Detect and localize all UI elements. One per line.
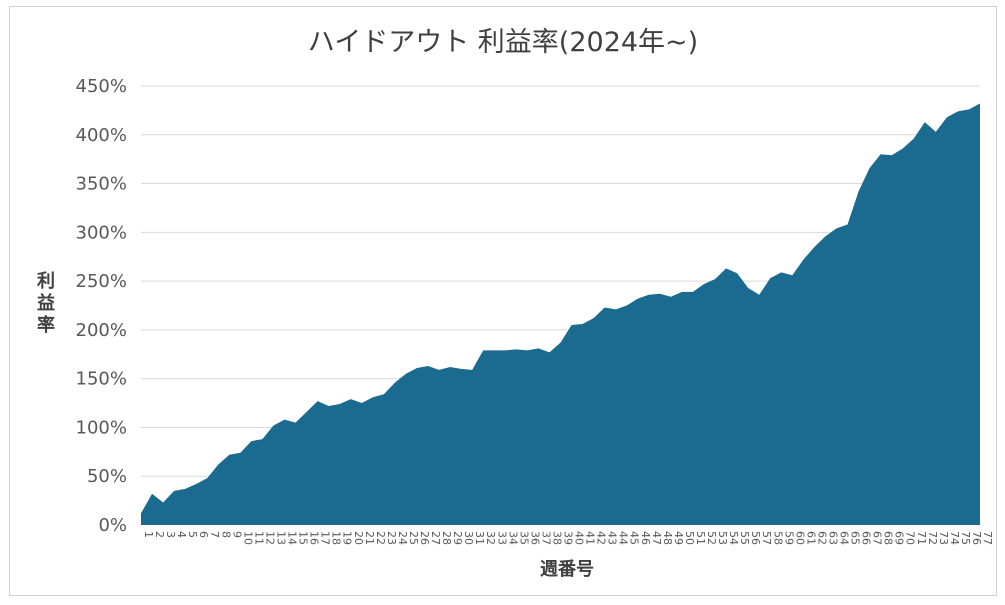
x-tick-label: 13	[274, 531, 287, 545]
y-tick-label: 200%	[76, 320, 127, 341]
x-tick-label: 38	[550, 531, 563, 545]
x-tick-label: 52	[705, 531, 718, 545]
area-chart: ハイドアウト 利益率(2024年~) 0%50%100%150%200%250%…	[37, 27, 994, 580]
x-tick-label: 3	[164, 531, 177, 538]
x-tick-label: 21	[363, 531, 376, 545]
x-tick-label: 32	[484, 531, 497, 545]
x-tick-label: 48	[661, 531, 674, 545]
x-tick-label: 10	[241, 531, 254, 545]
x-tick-label: 74	[948, 531, 961, 545]
x-tick-label: 31	[473, 531, 486, 545]
x-tick-label: 44	[617, 531, 630, 545]
x-tick-label: 73	[937, 531, 950, 545]
x-tick-label: 51	[694, 531, 707, 545]
x-tick-label: 4	[175, 531, 188, 538]
y-tick-label: 150%	[76, 369, 127, 390]
x-tick-label: 53	[716, 531, 729, 545]
x-tick-label: 29	[451, 531, 464, 545]
x-tick-label: 27	[429, 531, 442, 545]
x-tick-label: 47	[650, 531, 663, 545]
y-tick-label: 0%	[98, 515, 127, 536]
x-tick-label: 61	[804, 531, 817, 545]
x-tick-label: 23	[385, 531, 398, 545]
x-tick-label: 67	[871, 531, 884, 545]
x-tick-label: 19	[341, 531, 354, 545]
x-tick-label: 1	[142, 531, 155, 538]
x-tick-label: 2	[153, 531, 166, 538]
x-tick-label: 55	[738, 531, 751, 545]
x-tick-label: 62	[815, 531, 828, 545]
x-tick-label: 36	[528, 531, 541, 545]
x-tick-label: 56	[749, 531, 762, 545]
x-axis-label: 週番号	[540, 559, 594, 580]
x-tick-label: 66	[860, 531, 873, 545]
x-tick-label: 6	[197, 531, 210, 538]
y-tick-label: 50%	[87, 466, 127, 487]
x-tick-label: 63	[826, 531, 839, 545]
y-axis-ticks: 0% 50% 100% 150% 200% 250% 300% 350% 400% 450%	[76, 76, 127, 536]
x-tick-label: 70	[904, 531, 917, 545]
area-series	[141, 103, 980, 525]
x-tick-label: 59	[782, 531, 795, 545]
x-tick-label: 77	[981, 531, 994, 545]
x-tick-label: 49	[672, 531, 685, 545]
x-tick-label: 40	[573, 531, 586, 545]
x-tick-label: 34	[506, 531, 519, 545]
x-tick-label: 17	[319, 531, 332, 545]
x-tick-label: 26	[418, 531, 431, 545]
series-area	[141, 103, 980, 525]
x-tick-label: 60	[793, 531, 806, 545]
x-tick-label: 15	[297, 531, 310, 545]
x-tick-label: 39	[562, 531, 575, 545]
x-tick-label: 69	[893, 531, 906, 545]
x-tick-label: 71	[915, 531, 928, 545]
chart-title: ハイドアウト 利益率(2024年~)	[308, 27, 698, 58]
y-tick-label: 350%	[76, 174, 127, 195]
x-tick-label: 45	[628, 531, 641, 545]
x-tick-label: 9	[230, 531, 243, 538]
x-tick-label: 16	[308, 531, 321, 545]
x-tick-label: 75	[959, 531, 972, 545]
x-tick-label: 30	[462, 531, 475, 545]
x-tick-label: 22	[374, 531, 387, 545]
x-tick-label: 28	[440, 531, 453, 545]
x-tick-label: 42	[595, 531, 608, 545]
y-axis-label: 利益率	[37, 270, 55, 336]
x-tick-label: 54	[727, 531, 740, 545]
x-tick-label: 37	[539, 531, 552, 545]
x-tick-label: 46	[639, 531, 652, 545]
x-tick-label: 58	[771, 531, 784, 545]
x-tick-label: 14	[286, 531, 299, 545]
y-tick-label: 300%	[76, 222, 127, 243]
x-tick-label: 25	[407, 531, 420, 545]
y-tick-label: 400%	[76, 125, 127, 146]
x-tick-label: 41	[584, 531, 597, 545]
x-tick-label: 68	[882, 531, 895, 545]
x-tick-label: 76	[970, 531, 983, 545]
x-tick-label: 64	[837, 531, 850, 545]
chart-frame: ハイドアウト 利益率(2024年~) 0% 50% 100% 150% 200% 250%…	[9, 6, 997, 596]
x-tick-label: 5	[186, 531, 199, 538]
x-tick-label: 20	[352, 531, 365, 545]
x-tick-label: 18	[330, 531, 343, 545]
y-tick-label: 450%	[76, 76, 127, 97]
x-tick-label: 65	[849, 531, 862, 545]
x-tick-label: 57	[760, 531, 773, 545]
x-tick-label: 8	[219, 531, 232, 538]
x-tick-label: 11	[252, 531, 265, 545]
x-tick-label: 12	[263, 531, 276, 545]
x-tick-label: 35	[517, 531, 530, 545]
x-tick-label: 50	[683, 531, 696, 545]
x-tick-label: 72	[926, 531, 939, 545]
x-tick-label: 7	[208, 531, 221, 538]
x-axis-ticks: 1234567891011121314151617181920212223242…	[142, 531, 994, 545]
x-tick-label: 43	[606, 531, 619, 545]
x-tick-label: 24	[396, 531, 409, 545]
x-tick-label: 33	[495, 531, 508, 545]
y-tick-label: 250%	[76, 271, 127, 292]
y-tick-label: 100%	[76, 417, 127, 438]
